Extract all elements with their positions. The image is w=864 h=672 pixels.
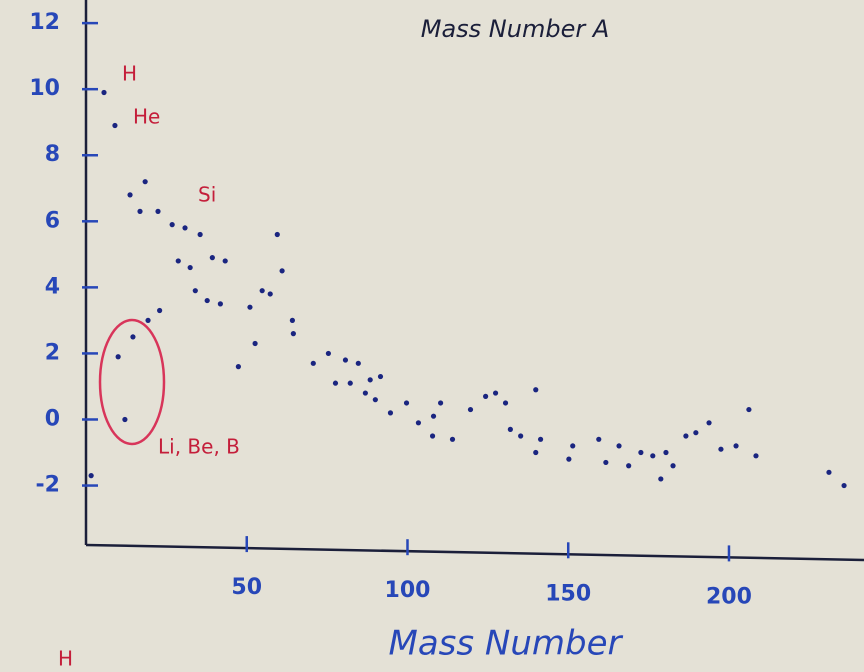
point (355, 360, 361, 366)
point (706, 420, 712, 426)
point (279, 268, 285, 274)
y-tick-label: 2 (45, 340, 60, 365)
point (415, 420, 422, 426)
point (235, 364, 241, 370)
point (290, 331, 296, 337)
point (367, 377, 373, 383)
point (570, 443, 576, 449)
group-circle (98, 318, 166, 446)
annotation: H (122, 62, 137, 86)
point (507, 426, 513, 432)
point (192, 288, 198, 294)
point (169, 222, 175, 228)
point (187, 264, 193, 271)
point (638, 449, 644, 456)
x-axis-title: Mass Number (389, 624, 624, 664)
y-tick-label: 8 (45, 142, 60, 167)
point (467, 406, 474, 413)
point (362, 390, 368, 396)
point (347, 380, 353, 386)
point (372, 397, 378, 403)
point (616, 443, 622, 449)
annotation: H (58, 647, 73, 671)
point (753, 453, 759, 459)
point (718, 446, 724, 452)
point (115, 354, 121, 360)
annotation: Si (198, 183, 216, 207)
point (157, 307, 163, 314)
point (182, 225, 188, 231)
point (274, 231, 280, 238)
point (342, 357, 349, 363)
point (841, 482, 847, 489)
x-axis (85, 543, 864, 562)
y-tick-label: 6 (45, 208, 60, 233)
point (683, 433, 689, 439)
point (112, 122, 118, 129)
point (537, 436, 544, 442)
point (289, 317, 295, 323)
point (310, 360, 316, 366)
point (197, 231, 203, 238)
point (142, 179, 148, 185)
point (663, 449, 669, 456)
point (566, 456, 572, 462)
annotation: He (133, 105, 160, 129)
point (217, 301, 223, 307)
point (650, 453, 656, 459)
y-tick-label: -2 (36, 473, 60, 498)
point (325, 350, 332, 357)
point (518, 433, 524, 439)
point (332, 380, 339, 386)
y-tick-label: 10 (29, 76, 60, 101)
point (137, 208, 143, 214)
point (658, 476, 664, 482)
point (826, 469, 832, 475)
point (429, 433, 436, 439)
annotation: Li, Be, B (158, 435, 240, 459)
point (222, 258, 228, 264)
point (693, 430, 699, 436)
point (502, 400, 509, 406)
point (403, 400, 410, 406)
point (430, 413, 437, 419)
point (267, 291, 273, 297)
point (596, 436, 602, 442)
point (387, 410, 394, 416)
x-tick-label: 100 (385, 578, 431, 603)
point (145, 317, 151, 323)
x-tick-label: 50 (231, 575, 262, 600)
top-title: Mass Number A (421, 15, 610, 43)
point (533, 387, 539, 393)
point (252, 340, 258, 347)
point (438, 400, 444, 406)
point (130, 334, 136, 340)
point (533, 449, 539, 456)
x-tick-label: 150 (545, 581, 591, 606)
point (204, 297, 210, 304)
point (101, 89, 107, 96)
point (209, 255, 215, 261)
point (670, 463, 676, 469)
point (483, 393, 489, 399)
point (122, 416, 128, 423)
y-tick-label: 0 (45, 406, 60, 431)
point (377, 373, 384, 380)
point (259, 288, 265, 294)
point (626, 463, 632, 469)
y-tick-label: 4 (45, 274, 60, 299)
point (247, 304, 253, 310)
point (603, 459, 609, 466)
point (155, 208, 161, 214)
point (492, 390, 499, 396)
point (449, 436, 456, 442)
x-tick-label: 200 (706, 584, 752, 609)
point (746, 406, 752, 413)
point (733, 443, 739, 449)
point (175, 258, 181, 264)
point (127, 192, 133, 198)
point (88, 473, 94, 479)
y-tick-label: 12 (29, 10, 60, 35)
